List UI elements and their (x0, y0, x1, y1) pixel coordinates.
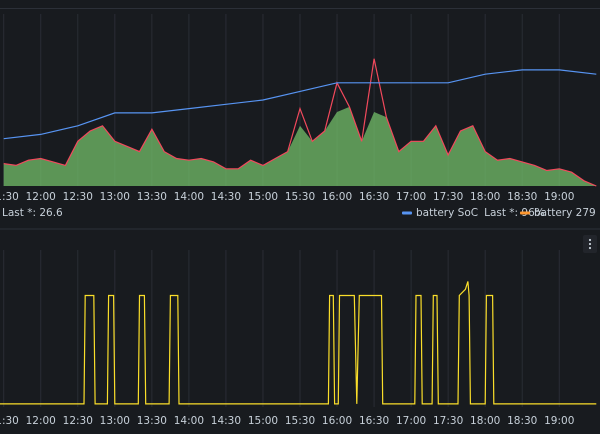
x-tick-label: 16:30 (359, 191, 389, 203)
x-tick-label: 11:30 (0, 191, 19, 203)
x-tick-label: 16:00 (322, 191, 352, 203)
x-tick-label: 19:00 (544, 191, 574, 203)
x-tick-label: 18:30 (507, 191, 537, 203)
x-tick-label: 18:00 (470, 415, 500, 427)
area (3, 106, 597, 186)
legend-swatch (402, 211, 412, 215)
x-tick-label: 14:00 (174, 191, 204, 203)
x-tick-label: 15:00 (248, 191, 278, 203)
x-tick-label: 16:00 (322, 415, 352, 427)
x-tick-label: 13:00 (100, 415, 130, 427)
x-tick-label: 14:30 (211, 415, 241, 427)
chart: 11:30 12:00 12:30 13:00 13:30 14:00 14:30 15:00… (0, 250, 597, 427)
x-tick-label: 12:30 (63, 415, 93, 427)
x-tick-label: 18:00 (470, 191, 500, 203)
x-tick-label: 12:00 (26, 415, 56, 427)
line (3, 58, 597, 187)
x-tick-label: 17:00 (396, 415, 426, 427)
x-tick-label: 15:30 (285, 191, 315, 203)
x-tick-label: 13:00 (100, 191, 130, 203)
legend-name: battery SoC (416, 207, 478, 219)
menu-dot (588, 246, 592, 250)
x-tick-label: 19:00 (544, 415, 574, 427)
panel-menu[interactable] (583, 235, 597, 253)
x-tick-label: 17:30 (433, 191, 463, 203)
x-tick-label: 15:00 (248, 415, 278, 427)
line (3, 69, 597, 140)
line (0, 281, 597, 405)
legend-swatch (520, 211, 530, 215)
x-tick-label: 13:30 (137, 415, 167, 427)
x-tick-label: 11:30 (0, 415, 19, 427)
x-tick-label: 18:30 (507, 415, 537, 427)
menu-dot (588, 242, 592, 246)
x-tick-label: 16:30 (359, 415, 389, 427)
x-tick-label: 12:00 (26, 191, 56, 203)
x-tick-label: 14:30 (211, 191, 241, 203)
x-tick-label: 17:00 (396, 191, 426, 203)
menu-dot (588, 238, 592, 242)
x-tick-label: 14:00 (174, 415, 204, 427)
x-tick-label: 17:30 (433, 415, 463, 427)
x-tick-label: 15:30 (285, 415, 315, 427)
x-tick-label: 12:30 (63, 191, 93, 203)
legend-value: Last *: 26.6 (2, 207, 63, 219)
chart: 11:30 12:00 12:30 13:00 13:30 14:00 14:30 15:00… (0, 14, 597, 219)
legend-value: Last *: 96% (484, 207, 545, 219)
x-tick-label: 13:30 (137, 191, 167, 203)
legend-name: battery 279 (534, 207, 596, 219)
